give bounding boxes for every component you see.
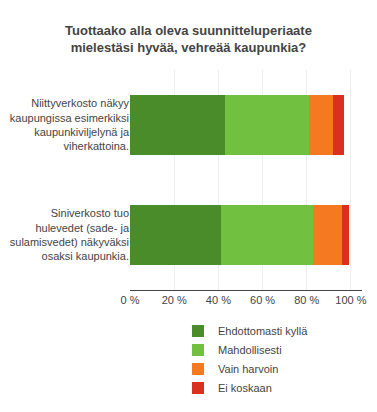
svg-text:40 %: 40 % <box>206 294 231 306</box>
svg-text:60 %: 60 % <box>250 294 275 306</box>
svg-text:Mahdollisesti: Mahdollisesti <box>218 344 282 356</box>
svg-text:80 %: 80 % <box>294 294 319 306</box>
svg-text:100 %: 100 % <box>335 294 366 306</box>
svg-text:Vain harvoin: Vain harvoin <box>218 363 278 375</box>
svg-text:Tuottaako alla oleva suunnitte: Tuottaako alla oleva suunnitteluperiaate… <box>65 23 312 55</box>
svg-text:20 %: 20 % <box>162 294 187 306</box>
svg-text:Niittyverkosto näkyykaupungiss: Niittyverkosto näkyykaupungissa esimerki… <box>10 97 130 152</box>
svg-text:Siniverkosto tuohulevedet (sad: Siniverkosto tuohulevedet (sade- jasulam… <box>10 207 130 262</box>
svg-text:Ehdottomasti kyllä: Ehdottomasti kyllä <box>218 325 308 337</box>
svg-text:Ei koskaan: Ei koskaan <box>218 382 272 394</box>
svg-text:0 %: 0 % <box>121 294 140 306</box>
